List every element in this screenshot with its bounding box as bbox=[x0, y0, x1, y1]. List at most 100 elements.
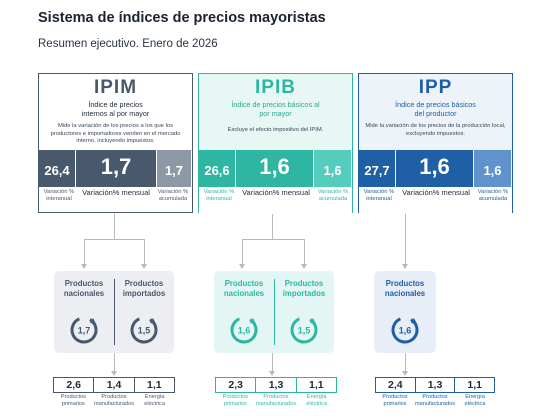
ipim-mensual-label: Variación% mensual bbox=[82, 188, 150, 197]
ipp-full-name: Índice de precios básicos del productor bbox=[395, 100, 476, 118]
page-title: Sistema de índices de precios mayoristas bbox=[38, 10, 326, 26]
ipib-sector-labels: Productos primarios Productos manufactur… bbox=[215, 394, 337, 414]
ipib-manufacturados-value: 1,3 bbox=[255, 378, 295, 392]
ipp-mensual-box: 1,6 bbox=[396, 150, 473, 187]
ipim-mensual-value: 1,7 bbox=[100, 154, 132, 179]
ipp-acumulada-value: 1,6 bbox=[483, 163, 502, 178]
ipp-energia-value: 1,1 bbox=[454, 378, 494, 392]
ipim-card-header: IPIM Índice de precios internos al por m… bbox=[39, 74, 192, 150]
ipim-acumulada-box: 1,7 bbox=[157, 150, 191, 187]
ipib-interanual-value: 26,6 bbox=[204, 163, 230, 178]
ipp-primarios-value: 2,4 bbox=[388, 379, 403, 391]
ipp-primarios-label: Productos primarios bbox=[382, 394, 408, 407]
ipib-interanual-box: 26,6 bbox=[199, 150, 235, 187]
ipib-arrow-left bbox=[239, 264, 245, 269]
ipib-connector bbox=[272, 214, 273, 239]
ipib-connector-l bbox=[242, 239, 243, 264]
ipib-nacionales-gauge: 1,6 bbox=[230, 316, 258, 344]
ipp-interanual-box: 27,7 bbox=[359, 150, 395, 187]
ipp-manufacturados-label: Productos manufacturados bbox=[414, 394, 456, 407]
ipim-acumulada-label: Variación % acumulada bbox=[157, 189, 189, 202]
ipib-sectors: 2,3 1,3 1,1 bbox=[215, 377, 337, 393]
ipim-breakdown-panel: Productos nacionales Productos importado… bbox=[54, 271, 174, 353]
ipp-manufacturados-value: 1,3 bbox=[414, 378, 455, 392]
ipp-bottom-connector bbox=[405, 353, 406, 372]
ipim-name: IPIM bbox=[93, 77, 138, 98]
ipp-bottom-arrow bbox=[402, 371, 408, 376]
ipim-acumulada-value: 1,7 bbox=[164, 163, 184, 178]
ipim-connector-l bbox=[84, 239, 85, 264]
ipp-energia-label: Energía eléctrica bbox=[464, 394, 486, 407]
ipib-description: Excluye el efecto impositivo del IPIM. bbox=[227, 127, 324, 133]
ipib-manufacturados-label: Productos manufacturados bbox=[255, 394, 297, 407]
ipib-breakdown-panel: Productos nacionales Productos importado… bbox=[214, 271, 334, 353]
ipp-sector-labels: Productos primarios Productos manufactur… bbox=[375, 394, 495, 414]
ipim-mensual-box: 1,7 bbox=[76, 150, 156, 187]
ipp-nacionales-gauge: 1,6 bbox=[391, 316, 419, 344]
ipib-bottom-arrow bbox=[269, 371, 275, 376]
ipib-interanual-label: Variación % interanual bbox=[203, 189, 235, 202]
ipim-connector-r bbox=[144, 239, 145, 264]
page-subtitle: Resumen ejecutivo. Enero de 2026 bbox=[38, 38, 218, 50]
ipim-arrow-right bbox=[141, 264, 147, 269]
ipim-interanual-value: 26,4 bbox=[44, 163, 70, 178]
ipim-nacionales-value: 1,7 bbox=[78, 326, 91, 336]
ipp-acumulada-box: 1,6 bbox=[474, 150, 511, 187]
ipib-panel-divider bbox=[274, 279, 275, 345]
ipim-interanual-label: Variación % interanual bbox=[43, 189, 75, 202]
ipib-full-name: Índice de precios básicos al por mayor bbox=[231, 100, 320, 118]
ipp-name: IPP bbox=[418, 77, 453, 98]
ipim-bottom-connector bbox=[114, 353, 115, 372]
ipib-nacionales-value: 1,6 bbox=[238, 326, 251, 336]
ipib-energia-label: Energía eléctrica bbox=[306, 394, 328, 407]
ipib-name: IPIB bbox=[255, 77, 296, 98]
ipim-energia-value: 1,1 bbox=[133, 378, 174, 392]
ipim-manufacturados-label: Productos manufacturados bbox=[93, 394, 135, 407]
ipim-energia-label: Energía eléctrica bbox=[144, 394, 166, 407]
ipim-nacionales-gauge: 1,7 bbox=[70, 316, 98, 344]
ipib-importados-title: Productos importados bbox=[282, 279, 326, 298]
ipib-primarios-value: 2,3 bbox=[228, 379, 243, 391]
ipib-importados-value: 1,5 bbox=[298, 326, 311, 336]
ipib-acumulada-box: 1,6 bbox=[314, 150, 351, 187]
ipim-panel-divider bbox=[114, 279, 115, 345]
ipim-importados-title: Productos importados bbox=[122, 279, 166, 298]
ipib-primarios-label: Productos primarios bbox=[222, 394, 248, 407]
ipim-card: IPIM Índice de precios internos al por m… bbox=[38, 73, 193, 213]
ipim-primarios-value: 2,6 bbox=[66, 379, 81, 391]
ipim-sectors: 2,6 1,4 1,1 bbox=[53, 377, 175, 393]
ipib-card-header: IPIB Índice de precios básicos al por ma… bbox=[199, 74, 352, 150]
ipib-mensual-box: 1,6 bbox=[236, 150, 313, 187]
ipib-acumulada-label: Variación % acumulada bbox=[317, 189, 349, 202]
ipim-interanual-box: 26,4 bbox=[39, 150, 75, 187]
ipim-primarios-label: Productos primarios bbox=[60, 394, 86, 407]
ipp-acumulada-label: Variación % acumulada bbox=[477, 189, 509, 202]
ipib-importados-gauge: 1,5 bbox=[290, 316, 318, 344]
ipim-bottom-arrow bbox=[111, 371, 117, 376]
ipp-interanual-label: Variación % interanual bbox=[363, 189, 395, 202]
ipp-arrow bbox=[402, 264, 408, 269]
ipib-mensual-label: Variación% mensual bbox=[242, 188, 310, 197]
ipim-description: Mide la variación de los precios a los q… bbox=[50, 123, 181, 144]
ipp-nacionales-value: 1,6 bbox=[399, 326, 412, 336]
ipp-breakdown-panel: Productos nacionales 1,6 bbox=[374, 271, 436, 353]
ipib-nacionales-title: Productos nacionales bbox=[223, 279, 265, 298]
ipp-interanual-value: 27,7 bbox=[364, 163, 390, 178]
ipim-manufacturados-value: 1,4 bbox=[93, 378, 133, 392]
ipib-mensual-value: 1,6 bbox=[259, 154, 290, 179]
ipim-connector-h bbox=[84, 239, 144, 240]
ipim-arrow-left bbox=[81, 264, 87, 269]
ipib-connector-r bbox=[304, 239, 305, 264]
ipim-importados-gauge: 1,5 bbox=[130, 316, 158, 344]
ipib-bottom-connector bbox=[272, 353, 273, 372]
ipib-acumulada-value: 1,6 bbox=[323, 163, 342, 178]
ipib-connector-h bbox=[242, 239, 304, 240]
ipp-description: Mide la variación de los precios de la p… bbox=[365, 123, 506, 137]
ipib-arrow-right bbox=[301, 264, 307, 269]
ipim-connector bbox=[114, 214, 115, 239]
ipp-sectors: 2,4 1,3 1,1 bbox=[375, 377, 495, 393]
ipib-card: IPIB Índice de precios básicos al por ma… bbox=[198, 73, 353, 214]
ipp-mensual-label: Variación% mensual bbox=[402, 188, 470, 197]
ipp-nacionales-title: Productos nacionales bbox=[384, 279, 426, 298]
ipim-full-name: Índice de precios internos al por mayor bbox=[81, 100, 150, 118]
